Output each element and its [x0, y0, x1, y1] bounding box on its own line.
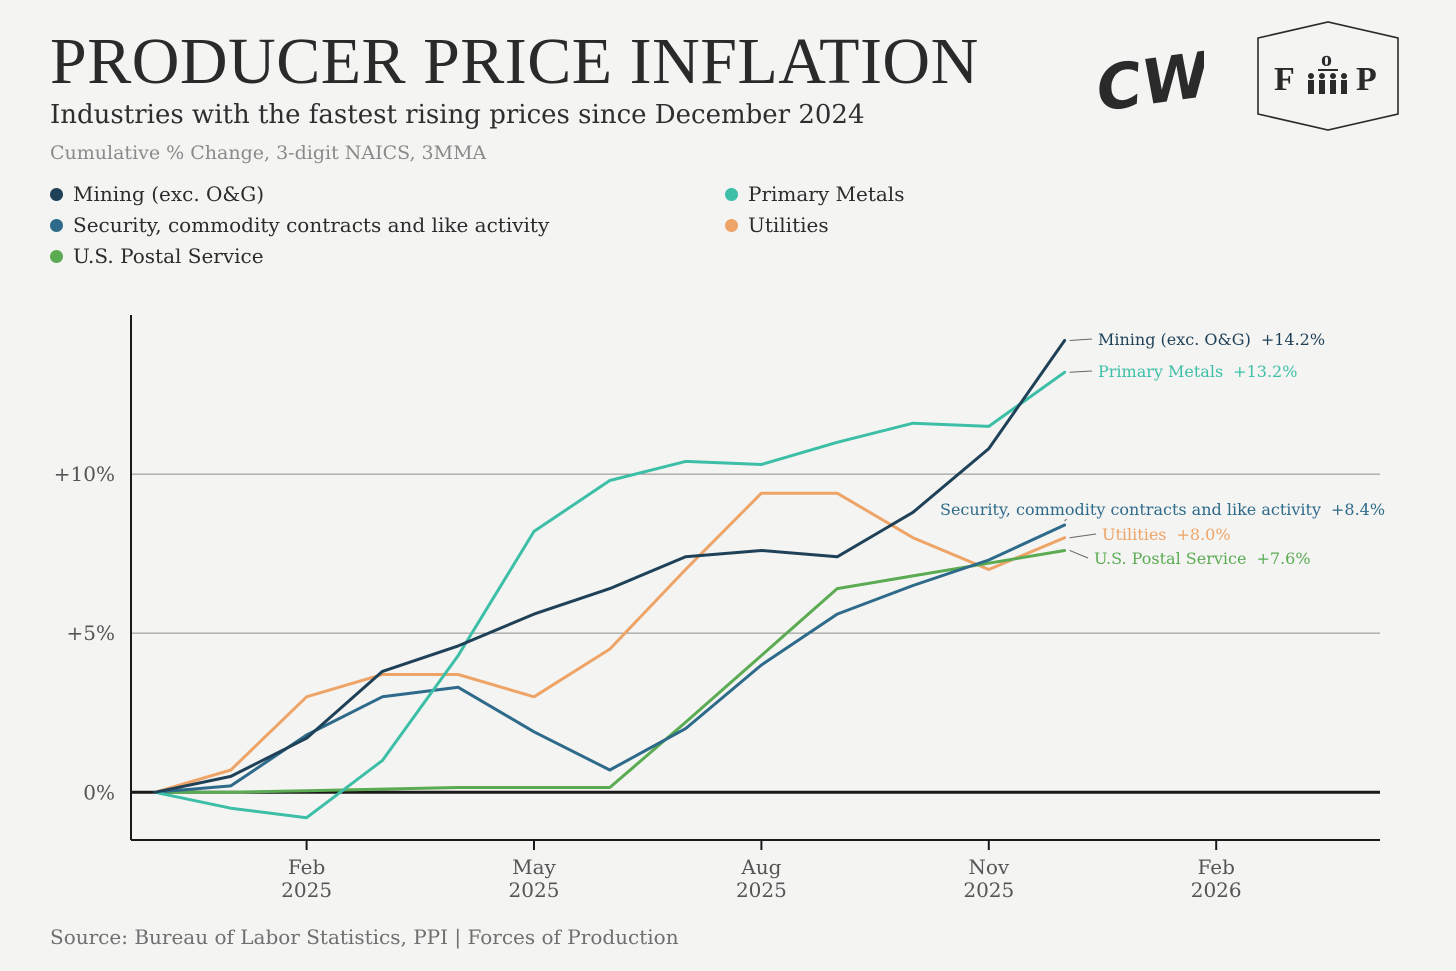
chart-note: Cumulative % Change, 3-digit NAICS, 3MMA: [50, 142, 487, 164]
end-label-utilities: Utilities +8.0%: [1102, 525, 1231, 544]
y-tick-label: 0%: [83, 780, 115, 804]
end-label-value-metals: +13.2%: [1233, 362, 1297, 381]
legend-label-postal: U.S. Postal Service: [73, 244, 264, 268]
legend-label-utilities: Utilities: [748, 213, 829, 237]
x-tick-label-year: 2025: [509, 878, 560, 902]
x-tick-label-month: May: [512, 855, 556, 879]
series-line-security: [153, 523, 1067, 794]
cw-logo-text: CW: [1092, 38, 1204, 122]
legend-item-utilities: Utilities: [725, 213, 829, 237]
x-tick-label-month: Nov: [968, 855, 1010, 879]
legend-item-metals: Primary Metals: [725, 182, 904, 206]
legend-item-mining: Mining (exc. O&G): [50, 182, 264, 206]
legend-dot-mining: [50, 187, 63, 201]
legend-label-mining: Mining (exc. O&G): [73, 182, 265, 206]
end-label-value-postal: +7.6%: [1256, 549, 1310, 568]
series-line-utilities: [153, 491, 1067, 794]
legend-label-security: Security, commodity contracts and like a…: [73, 213, 550, 237]
fop-logo-hexagon: [1257, 21, 1399, 131]
x-tick-label-month: Feb: [288, 855, 325, 879]
legend-label-metals: Primary Metals: [748, 182, 905, 206]
x-tick-label-month: Feb: [1197, 855, 1234, 879]
end-label-value-utilities: +8.0%: [1177, 525, 1231, 544]
end-label-value-mining: +14.2%: [1261, 330, 1325, 349]
end-label-leader-mining: [1069, 338, 1093, 341]
end-label-name-metals: Primary Metals: [1098, 362, 1223, 381]
fop-logo-letter-f: F: [1274, 61, 1295, 98]
x-tick-label-month: Aug: [740, 855, 781, 879]
end-label-value-security: +8.4%: [1331, 500, 1385, 519]
workers-icon: [1308, 73, 1347, 94]
end-label-name-utilities: Utilities: [1102, 525, 1167, 544]
end-label-leader-utilities: [1069, 533, 1097, 539]
end-label-leader-security: [1064, 518, 1067, 522]
x-tick-label-year: 2026: [1191, 878, 1242, 902]
y-tick-label: +5%: [67, 621, 116, 645]
end-label-name-security: Security, commodity contracts and like a…: [940, 500, 1321, 519]
series-line-mining: [153, 339, 1067, 794]
end-label-postal: U.S. Postal Service +7.6%: [1094, 549, 1311, 568]
end-label-leader-postal: [1069, 549, 1089, 559]
chart-title: PRODUCER PRICE INFLATION: [50, 25, 979, 98]
end-label-name-postal: U.S. Postal Service: [1094, 549, 1246, 568]
chart-area: 0%+5%+10%Feb2025May2025Aug2025Nov2025Feb…: [54, 315, 1385, 902]
x-tick-label-year: 2025: [963, 878, 1014, 902]
series-line-postal: [153, 549, 1067, 794]
legend: Mining (exc. O&G) Security, commodity co…: [50, 182, 1050, 282]
fop-logo-letter-o: o: [1321, 46, 1332, 71]
end-label-mining: Mining (exc. O&G) +14.2%: [1098, 330, 1325, 349]
legend-item-security: Security, commodity contracts and like a…: [50, 213, 549, 237]
fop-logo-letter-p: P: [1356, 61, 1377, 98]
legend-dot-metals: [725, 187, 738, 201]
x-tick-label-year: 2025: [281, 878, 332, 902]
cw-logo: CW: [1092, 38, 1204, 122]
legend-item-postal: U.S. Postal Service: [50, 244, 264, 268]
legend-dot-postal: [50, 249, 63, 263]
end-label-security: Security, commodity contracts and like a…: [940, 500, 1385, 519]
chart-subtitle: Industries with the fastest rising price…: [50, 100, 865, 130]
end-label-leader-metals: [1069, 370, 1093, 373]
end-label-metals: Primary Metals +13.2%: [1098, 362, 1297, 381]
legend-dot-utilities: [725, 218, 738, 232]
legend-dot-security: [50, 218, 63, 232]
x-tick-label-year: 2025: [736, 878, 787, 902]
end-label-name-mining: Mining (exc. O&G): [1098, 330, 1251, 349]
series-line-metals: [153, 370, 1067, 820]
fop-logo: F o P: [1257, 21, 1399, 131]
y-tick-label: +10%: [54, 462, 115, 486]
source-note: Source: Bureau of Labor Statistics, PPI …: [50, 925, 679, 949]
